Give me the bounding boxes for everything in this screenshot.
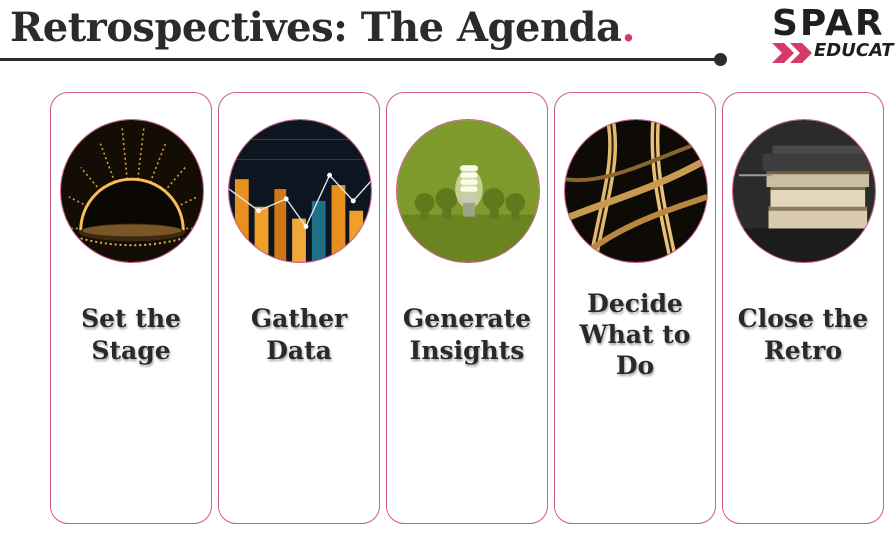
- agenda-card-label: Decide What to Do: [579, 289, 691, 380]
- agenda-card-decide-what-to-do: Decide What to Do: [554, 92, 716, 524]
- stage-arc-lights-image: [60, 119, 204, 263]
- book-stack-image: [732, 119, 876, 263]
- logo-arrows-icon: [772, 43, 812, 63]
- title-underline: [0, 58, 722, 61]
- title-accent-dot: .: [621, 4, 635, 51]
- agenda-card-gather-data: Gather Data: [218, 92, 380, 524]
- logo-wordmark: SPAR: [772, 6, 885, 44]
- agenda-card-label: Close the Retro: [737, 304, 869, 365]
- logo-subtitle: EDUCAT: [814, 40, 894, 61]
- agenda-card-generate-insights: Generate Insights: [386, 92, 548, 524]
- lightbulb-image: [396, 119, 540, 263]
- agenda-card-label: Generate Insights: [402, 304, 532, 365]
- crossing-roads-image: [564, 119, 708, 263]
- agenda-card-close-the-retro: Close the Retro: [722, 92, 884, 524]
- agenda-card-label: Gather Data: [250, 304, 348, 365]
- title-underline-end-dot: [714, 53, 727, 66]
- agenda-cards: Set the Stage Gather: [50, 92, 895, 526]
- page-title-text: Retrospectives: The Agenda: [10, 4, 622, 51]
- page-title: Retrospectives: The Agenda.: [10, 4, 635, 51]
- agenda-card-set-the-stage: Set the Stage: [50, 92, 212, 524]
- spark-education-logo: SPAR EDUCAT: [772, 6, 895, 66]
- agenda-card-label: Set the Stage: [81, 304, 181, 365]
- data-chart-image: [228, 119, 372, 263]
